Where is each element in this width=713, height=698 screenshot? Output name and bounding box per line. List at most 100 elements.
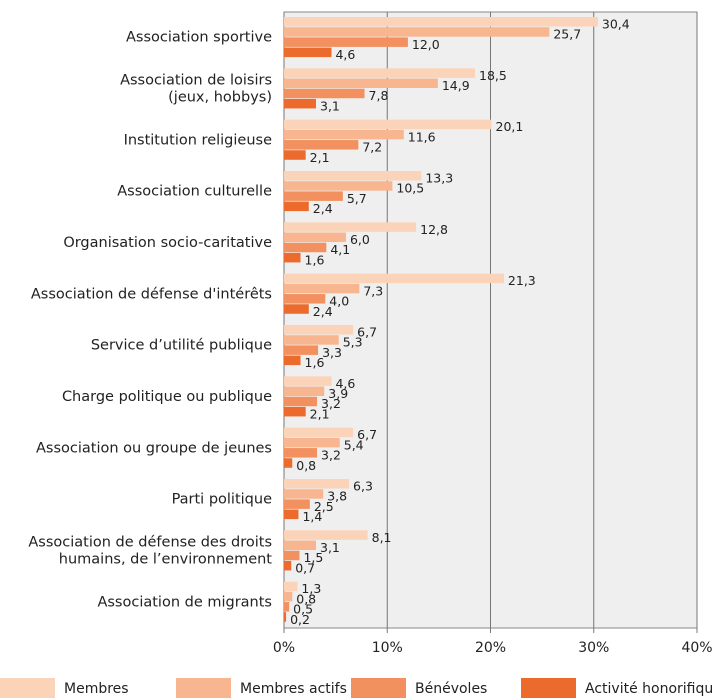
bar	[284, 252, 301, 263]
value-label: 13,3	[425, 171, 453, 186]
category-label: Association de loisirs (jeux, hobbys)	[120, 73, 272, 106]
category-line: Parti politique	[172, 492, 273, 508]
value-label: 6,7	[357, 427, 377, 442]
value-label: 3,3	[322, 345, 342, 360]
bar	[284, 509, 299, 520]
category-label: Organisation socio-caritative	[63, 235, 272, 251]
category-label: Institution religieuse	[124, 132, 273, 148]
value-label: 20,1	[496, 119, 524, 134]
bar	[284, 479, 350, 489]
category-line: Organisation socio-caritative	[63, 235, 272, 251]
bar	[284, 427, 354, 438]
category-line: Charge politique ou publique	[62, 389, 272, 405]
bar	[284, 273, 504, 284]
value-label: 4,6	[335, 376, 355, 391]
value-label: 7,2	[362, 140, 382, 155]
category-label: Association de défense des droits humains…	[28, 535, 272, 568]
value-label: 4,1	[330, 242, 350, 257]
value-label: 25,7	[553, 27, 581, 42]
bar	[284, 232, 346, 243]
value-label: 1,6	[305, 355, 325, 370]
value-label: 0,7	[295, 560, 315, 575]
bar	[284, 119, 492, 130]
bar	[284, 448, 318, 458]
value-label: 1,4	[302, 509, 322, 524]
bar	[284, 612, 287, 622]
bar	[284, 376, 332, 386]
value-label: 0,8	[296, 458, 316, 473]
category-label: Association sportive	[126, 30, 272, 46]
x-tick-label: 10%	[372, 640, 403, 656]
value-label: 2,5	[314, 499, 334, 514]
value-label: 1,6	[305, 252, 325, 267]
value-label: 1,5	[303, 550, 323, 565]
category-label: Parti politique	[172, 492, 273, 508]
value-label: 3,1	[320, 98, 340, 113]
bar	[284, 355, 301, 366]
bar	[284, 602, 290, 612]
value-label: 18,5	[479, 68, 507, 83]
bar	[284, 499, 310, 509]
value-label: 12,8	[420, 222, 448, 237]
value-label: 14,9	[442, 78, 470, 93]
bar	[284, 591, 293, 602]
bar	[284, 88, 365, 99]
bar	[284, 27, 550, 37]
category-label: Association ou groupe de jeunes	[36, 440, 272, 456]
value-label: 6,3	[353, 479, 373, 494]
bar	[284, 386, 325, 397]
bar	[284, 550, 300, 561]
category-line: Association de migrants	[97, 594, 272, 610]
bar	[284, 530, 368, 540]
value-label: 3,2	[321, 448, 341, 463]
category-line: Association de défense d'intérêts	[31, 286, 272, 302]
value-label: 5,4	[344, 437, 364, 452]
bar	[284, 396, 318, 407]
value-label: 6,7	[357, 325, 377, 340]
x-tick-label: 40%	[681, 640, 712, 656]
value-label: 6,0	[350, 232, 370, 247]
bar	[284, 68, 476, 78]
bar	[284, 150, 306, 160]
legend-label: Activité honorifique	[585, 681, 713, 697]
x-tick-label: 20%	[475, 640, 506, 656]
bar	[284, 489, 324, 499]
x-tick-label: 30%	[578, 640, 609, 656]
value-label: 4,0	[329, 294, 349, 309]
bar	[284, 191, 343, 201]
value-label: 7,8	[369, 88, 389, 103]
value-label: 7,3	[363, 283, 383, 298]
value-label: 10,5	[396, 181, 424, 196]
value-label: 1,3	[301, 581, 321, 596]
bar	[284, 540, 317, 551]
value-label: 4,6	[335, 47, 355, 62]
category-label: Association de défense d'intérêts	[31, 286, 272, 302]
value-label: 21,3	[508, 273, 536, 288]
value-label: 8,1	[372, 530, 392, 545]
value-label: 2,1	[310, 150, 330, 165]
category-line: Association de défense des droits	[28, 535, 272, 551]
bar	[284, 560, 292, 571]
value-label: 5,3	[343, 335, 363, 350]
bar	[284, 304, 309, 314]
category-line: humains, de l’environnement	[59, 552, 273, 568]
legend-label: Membres actifs	[240, 681, 347, 697]
value-label: 0,2	[290, 612, 310, 627]
legend-label: Bénévoles	[415, 681, 487, 697]
bar	[284, 581, 298, 592]
category-line: (jeux, hobbys)	[168, 90, 272, 106]
x-tick-label: 0%	[273, 640, 295, 656]
bar	[284, 242, 327, 253]
value-label: 3,8	[327, 489, 347, 504]
bar	[284, 47, 332, 58]
category-line: Association ou groupe de jeunes	[36, 440, 272, 456]
bar	[284, 129, 404, 140]
category-line: Association sportive	[126, 30, 272, 46]
legend-swatch	[521, 678, 576, 698]
bar	[284, 78, 438, 89]
legend-swatch	[176, 678, 231, 698]
category-label: Association de migrants	[97, 594, 272, 610]
bar	[284, 283, 360, 294]
bar	[284, 458, 293, 468]
